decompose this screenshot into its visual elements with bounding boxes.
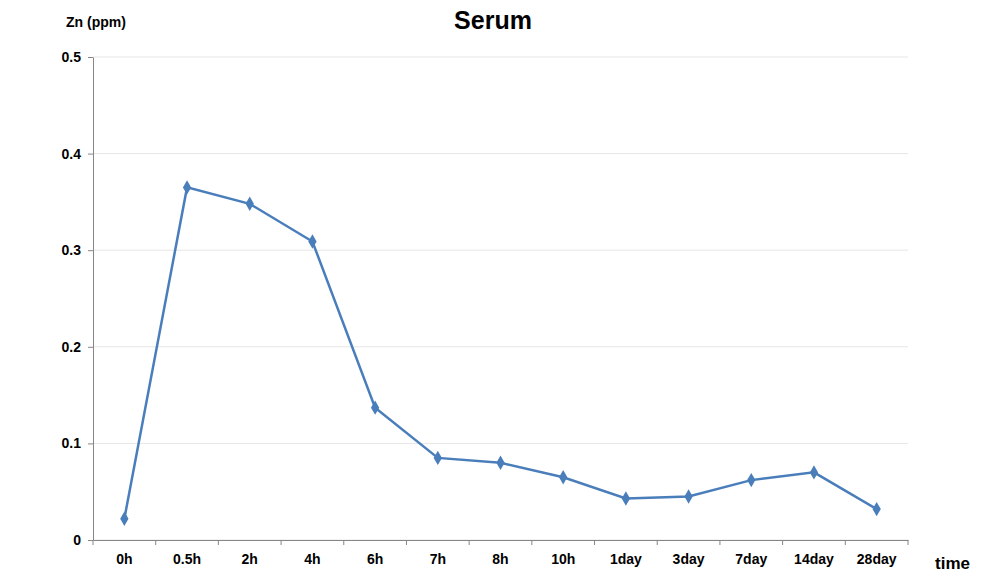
marker xyxy=(684,489,692,503)
x-tick: 8h xyxy=(492,551,508,567)
grid xyxy=(93,57,908,540)
marker xyxy=(183,180,191,194)
y-tick-label: 0.5 xyxy=(62,49,82,65)
y-tick-label: 0.1 xyxy=(62,435,82,451)
x-separator xyxy=(93,540,94,545)
y-tick: 0.1 xyxy=(62,435,93,451)
x-separator xyxy=(782,540,783,545)
x-axis-line xyxy=(94,540,909,541)
x-tick-label: 7h xyxy=(430,551,446,567)
y-tick-label: 0 xyxy=(73,532,81,548)
x-tick: 7day xyxy=(735,551,767,567)
y-tick: 0 xyxy=(73,532,93,548)
x-tick-label: 6h xyxy=(367,551,383,567)
marker xyxy=(371,400,379,414)
grid-line xyxy=(93,250,908,251)
x-tick: 7h xyxy=(430,551,446,567)
x-separator xyxy=(845,540,846,545)
x-separator xyxy=(343,540,344,545)
x-tick: 3day xyxy=(673,551,705,567)
y-tick: 0.4 xyxy=(62,146,93,162)
x-tick: 2h xyxy=(242,551,258,567)
marker xyxy=(872,502,880,516)
grid-line xyxy=(93,443,908,444)
y-tick-label: 0.3 xyxy=(62,242,82,258)
x-tick: 0.5h xyxy=(173,551,201,567)
grid-line xyxy=(93,153,908,154)
x-tick-label: 14day xyxy=(794,551,834,567)
chart: 0 0.1 0.2 0.3 0.4 0.5 0h 0.5h 2h 4h 6h 7h 8h 10h 1day 3… xyxy=(0,0,982,587)
y-axis-title: Zn (ppm) xyxy=(66,14,126,30)
x-separator xyxy=(406,540,407,545)
plot-area xyxy=(120,180,881,526)
y-axis-line xyxy=(93,58,94,541)
x-separator xyxy=(594,540,595,545)
x-tick-label: 28day xyxy=(857,551,897,567)
marker xyxy=(496,456,504,470)
x-tick-label: 4h xyxy=(304,551,320,567)
y-tick-mark xyxy=(88,250,93,251)
x-tick: 1day xyxy=(610,551,642,567)
y-tick-mark xyxy=(88,57,93,58)
series-line xyxy=(124,187,876,518)
marker xyxy=(308,234,316,248)
x-tick: 0h xyxy=(116,551,132,567)
y-tick: 0.3 xyxy=(62,242,93,258)
marker xyxy=(747,473,755,487)
y-tick-label: 0.4 xyxy=(62,146,82,162)
x-tick: 4h xyxy=(304,551,320,567)
x-tick-label: 8h xyxy=(492,551,508,567)
y-axis: 0 0.1 0.2 0.3 0.4 0.5 xyxy=(62,49,94,548)
x-tick-label: 0h xyxy=(116,551,132,567)
y-tick-mark xyxy=(88,154,93,155)
x-tick: 28day xyxy=(857,551,897,567)
x-separator xyxy=(531,540,532,545)
x-tick: 14day xyxy=(794,551,834,567)
y-tick: 0.5 xyxy=(62,49,93,65)
marker xyxy=(434,451,442,465)
grid-line xyxy=(93,346,908,347)
x-separators xyxy=(93,540,908,545)
x-separator xyxy=(908,540,909,545)
marker xyxy=(246,197,254,211)
y-tick-label: 0.2 xyxy=(62,339,82,355)
marker xyxy=(810,465,818,479)
x-separator xyxy=(469,540,470,545)
y-tick-mark xyxy=(88,540,93,541)
x-tick: 6h xyxy=(367,551,383,567)
x-tick-label: 10h xyxy=(551,551,575,567)
x-separator xyxy=(281,540,282,545)
x-tick-label: 1day xyxy=(610,551,642,567)
x-axis-title: time xyxy=(935,554,970,573)
y-tick-mark xyxy=(88,443,93,444)
x-tick-label: 0.5h xyxy=(173,551,201,567)
x-separator xyxy=(657,540,658,545)
x-axis: 0h 0.5h 2h 4h 6h 7h 8h 10h 1day 3day 7day 14day 28da… xyxy=(94,541,909,567)
x-separator xyxy=(719,540,720,545)
x-separator xyxy=(155,540,156,545)
x-tick-label: 2h xyxy=(242,551,258,567)
grid-line xyxy=(93,57,908,58)
marker xyxy=(622,491,630,505)
x-separator xyxy=(218,540,219,545)
y-tick-mark xyxy=(88,347,93,348)
title: Serum xyxy=(454,6,532,34)
marker xyxy=(120,512,128,526)
x-tick-label: 7day xyxy=(735,551,767,567)
x-tick: 10h xyxy=(551,551,575,567)
x-tick-label: 3day xyxy=(673,551,705,567)
grid-line xyxy=(93,540,908,541)
y-tick: 0.2 xyxy=(62,339,93,355)
marker xyxy=(559,470,567,484)
